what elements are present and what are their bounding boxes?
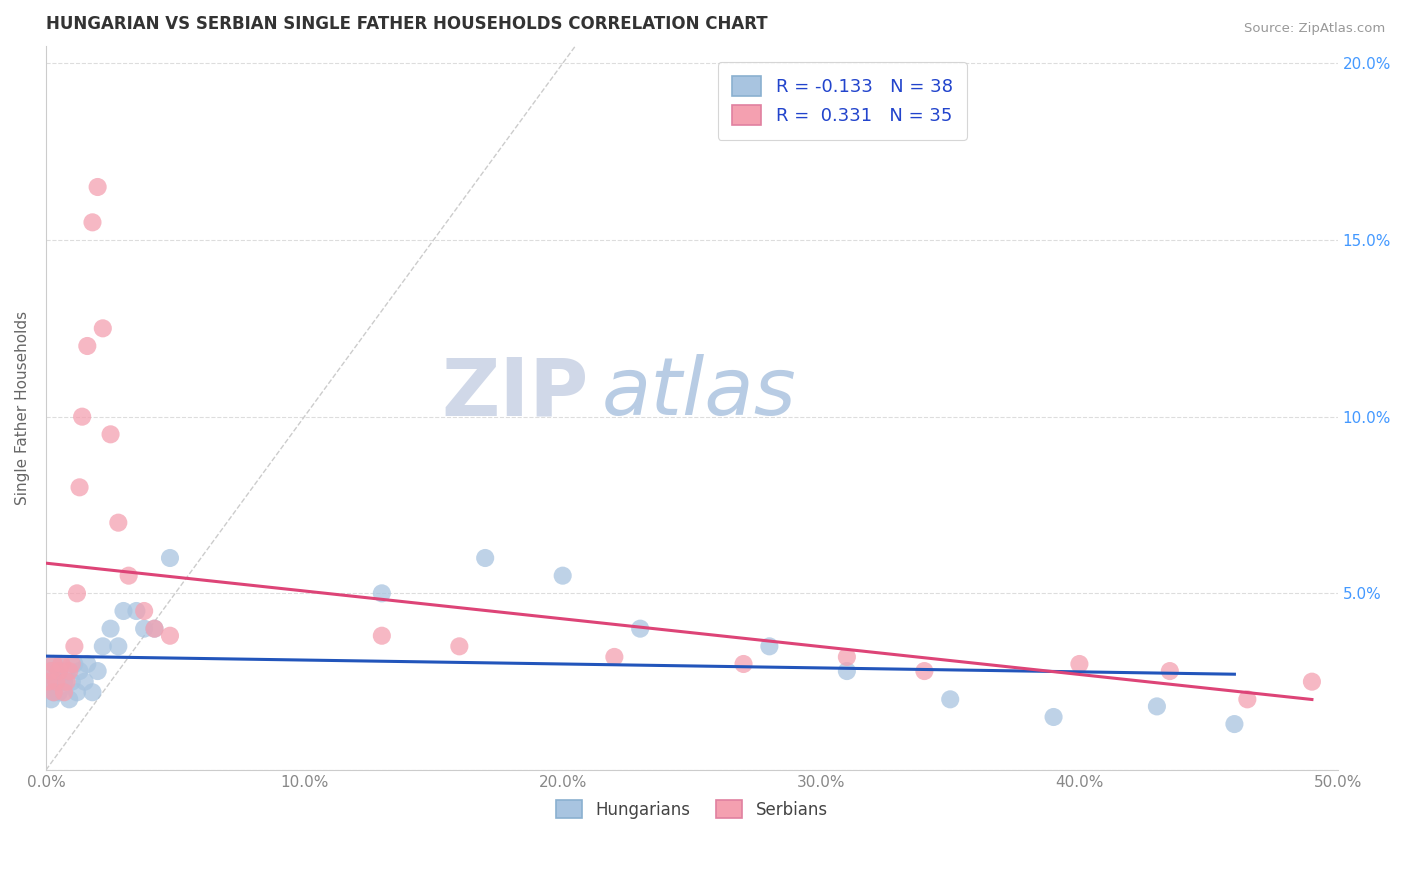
Point <box>39 664 62 678</box>
Point <box>912 664 935 678</box>
Point <box>53 674 76 689</box>
Point <box>73 674 96 689</box>
Point <box>628 622 651 636</box>
Point <box>1146 699 1168 714</box>
Point <box>1223 717 1246 731</box>
Point <box>371 586 394 600</box>
Point <box>474 551 496 566</box>
Point <box>91 640 114 654</box>
Point <box>117 568 139 582</box>
Point <box>143 622 166 636</box>
Point <box>66 586 89 600</box>
Point <box>38 674 60 689</box>
Point <box>39 664 62 678</box>
Point <box>63 640 86 654</box>
Point <box>39 692 62 706</box>
Point <box>100 427 122 442</box>
Point <box>69 480 91 494</box>
Point <box>38 674 60 689</box>
Point <box>134 604 156 618</box>
Point <box>449 640 471 654</box>
Point <box>66 685 89 699</box>
Point <box>551 568 574 582</box>
Point <box>86 180 108 194</box>
Point <box>1236 692 1258 706</box>
Point <box>76 339 98 353</box>
Text: Source: ZipAtlas.com: Source: ZipAtlas.com <box>1244 22 1385 36</box>
Point <box>63 657 86 671</box>
Point <box>939 692 962 706</box>
Point <box>82 685 104 699</box>
Point <box>55 664 77 678</box>
Point <box>48 664 70 678</box>
Point <box>53 685 76 699</box>
Point <box>51 657 73 671</box>
Point <box>143 622 166 636</box>
Point <box>107 640 129 654</box>
Point <box>758 640 780 654</box>
Point <box>45 674 67 689</box>
Point <box>1069 657 1091 671</box>
Point <box>112 604 135 618</box>
Point <box>159 551 181 566</box>
Legend: Hungarians, Serbians: Hungarians, Serbians <box>547 791 837 827</box>
Point <box>100 622 122 636</box>
Point <box>42 685 65 699</box>
Point <box>82 215 104 229</box>
Point <box>1159 664 1181 678</box>
Point <box>159 629 181 643</box>
Point <box>51 657 73 671</box>
Point <box>48 664 70 678</box>
Point <box>55 674 77 689</box>
Point <box>371 629 394 643</box>
Point <box>835 649 858 664</box>
Point <box>86 664 108 678</box>
Point <box>42 685 65 699</box>
Point <box>835 664 858 678</box>
Point <box>76 657 98 671</box>
Point <box>91 321 114 335</box>
Point <box>48 685 70 699</box>
Y-axis label: Single Father Households: Single Father Households <box>15 310 30 505</box>
Text: HUNGARIAN VS SERBIAN SINGLE FATHER HOUSEHOLDS CORRELATION CHART: HUNGARIAN VS SERBIAN SINGLE FATHER HOUSE… <box>46 15 768 33</box>
Point <box>69 664 91 678</box>
Point <box>60 674 83 689</box>
Point <box>58 664 80 678</box>
Point <box>42 657 65 671</box>
Point <box>733 657 755 671</box>
Point <box>42 657 65 671</box>
Point <box>603 649 626 664</box>
Point <box>58 692 80 706</box>
Text: atlas: atlas <box>602 354 796 433</box>
Point <box>134 622 156 636</box>
Point <box>125 604 148 618</box>
Text: ZIP: ZIP <box>441 354 589 433</box>
Point <box>70 409 93 424</box>
Point <box>45 674 67 689</box>
Point <box>60 657 83 671</box>
Point <box>107 516 129 530</box>
Point <box>1042 710 1064 724</box>
Point <box>1301 674 1323 689</box>
